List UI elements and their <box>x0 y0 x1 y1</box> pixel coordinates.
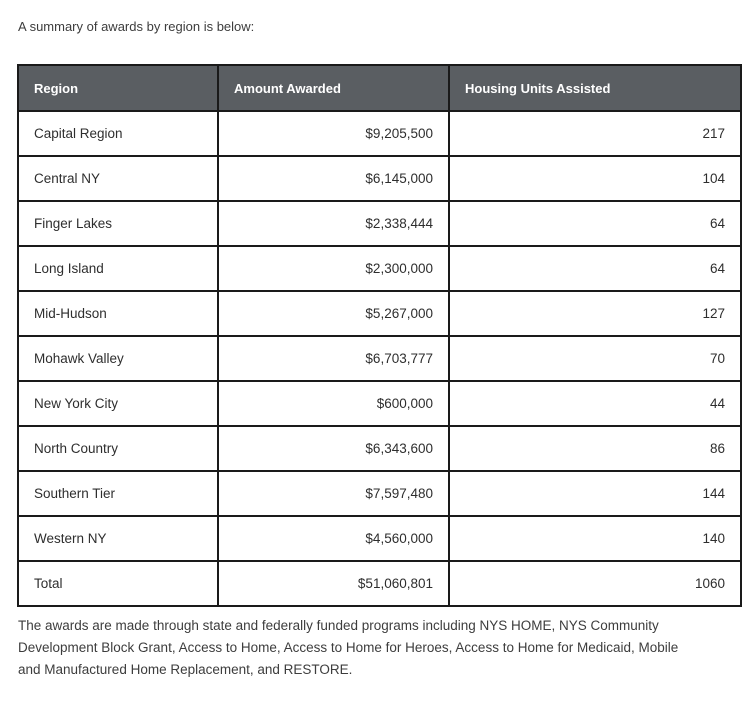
units-cell: 70 <box>448 335 742 382</box>
units-cell: 1060 <box>448 560 742 607</box>
region-cell: Western NY <box>17 515 219 562</box>
region-cell: Central NY <box>17 155 219 202</box>
amount-cell: $9,205,500 <box>217 110 450 157</box>
amount-cell: $4,560,000 <box>217 515 450 562</box>
table-row: Capital Region $9,205,500 217 <box>17 110 742 157</box>
region-cell: New York City <box>17 380 219 427</box>
table-row: North Country $6,343,600 86 <box>17 425 742 472</box>
region-cell: Mid-Hudson <box>17 290 219 337</box>
table-row: Mid-Hudson $5,267,000 127 <box>17 290 742 337</box>
region-cell: Mohawk Valley <box>17 335 219 382</box>
units-cell: 44 <box>448 380 742 427</box>
column-header-housing-units-assisted: Housing Units Assisted <box>448 64 742 112</box>
table-row: Long Island $2,300,000 64 <box>17 245 742 292</box>
table-row: Southern Tier $7,597,480 144 <box>17 470 742 517</box>
intro-text: A summary of awards by region is below: <box>18 19 255 34</box>
units-cell: 64 <box>448 245 742 292</box>
amount-cell: $2,338,444 <box>217 200 450 247</box>
region-cell: Southern Tier <box>17 470 219 517</box>
units-cell: 217 <box>448 110 742 157</box>
footer-line: and Manufactured Home Replacement, and R… <box>18 662 353 677</box>
footer-text: The awards are made through state and fe… <box>18 615 741 681</box>
units-cell: 104 <box>448 155 742 202</box>
units-cell: 140 <box>448 515 742 562</box>
footer-line: Development Block Grant, Access to Home,… <box>18 640 679 655</box>
region-cell: Total <box>17 560 219 607</box>
table-row-total: Total $51,060,801 1060 <box>17 560 742 607</box>
amount-cell: $2,300,000 <box>217 245 450 292</box>
table-row: Western NY $4,560,000 140 <box>17 515 742 562</box>
table-header-row: Region Amount Awarded Housing Units Assi… <box>17 64 742 112</box>
table-row: Central NY $6,145,000 104 <box>17 155 742 202</box>
amount-cell: $600,000 <box>217 380 450 427</box>
amount-cell: $6,145,000 <box>217 155 450 202</box>
units-cell: 64 <box>448 200 742 247</box>
units-cell: 127 <box>448 290 742 337</box>
table-row: Finger Lakes $2,338,444 64 <box>17 200 742 247</box>
footer-line: The awards are made through state and fe… <box>18 618 659 633</box>
column-header-amount-awarded: Amount Awarded <box>217 64 450 112</box>
region-cell: Long Island <box>17 245 219 292</box>
amount-cell: $7,597,480 <box>217 470 450 517</box>
table-row: New York City $600,000 44 <box>17 380 742 427</box>
amount-cell: $51,060,801 <box>217 560 450 607</box>
awards-table: Region Amount Awarded Housing Units Assi… <box>17 64 742 607</box>
amount-cell: $6,703,777 <box>217 335 450 382</box>
region-cell: Capital Region <box>17 110 219 157</box>
units-cell: 86 <box>448 425 742 472</box>
region-cell: North Country <box>17 425 219 472</box>
amount-cell: $5,267,000 <box>217 290 450 337</box>
table-row: Mohawk Valley $6,703,777 70 <box>17 335 742 382</box>
amount-cell: $6,343,600 <box>217 425 450 472</box>
column-header-region: Region <box>17 64 219 112</box>
region-cell: Finger Lakes <box>17 200 219 247</box>
units-cell: 144 <box>448 470 742 517</box>
